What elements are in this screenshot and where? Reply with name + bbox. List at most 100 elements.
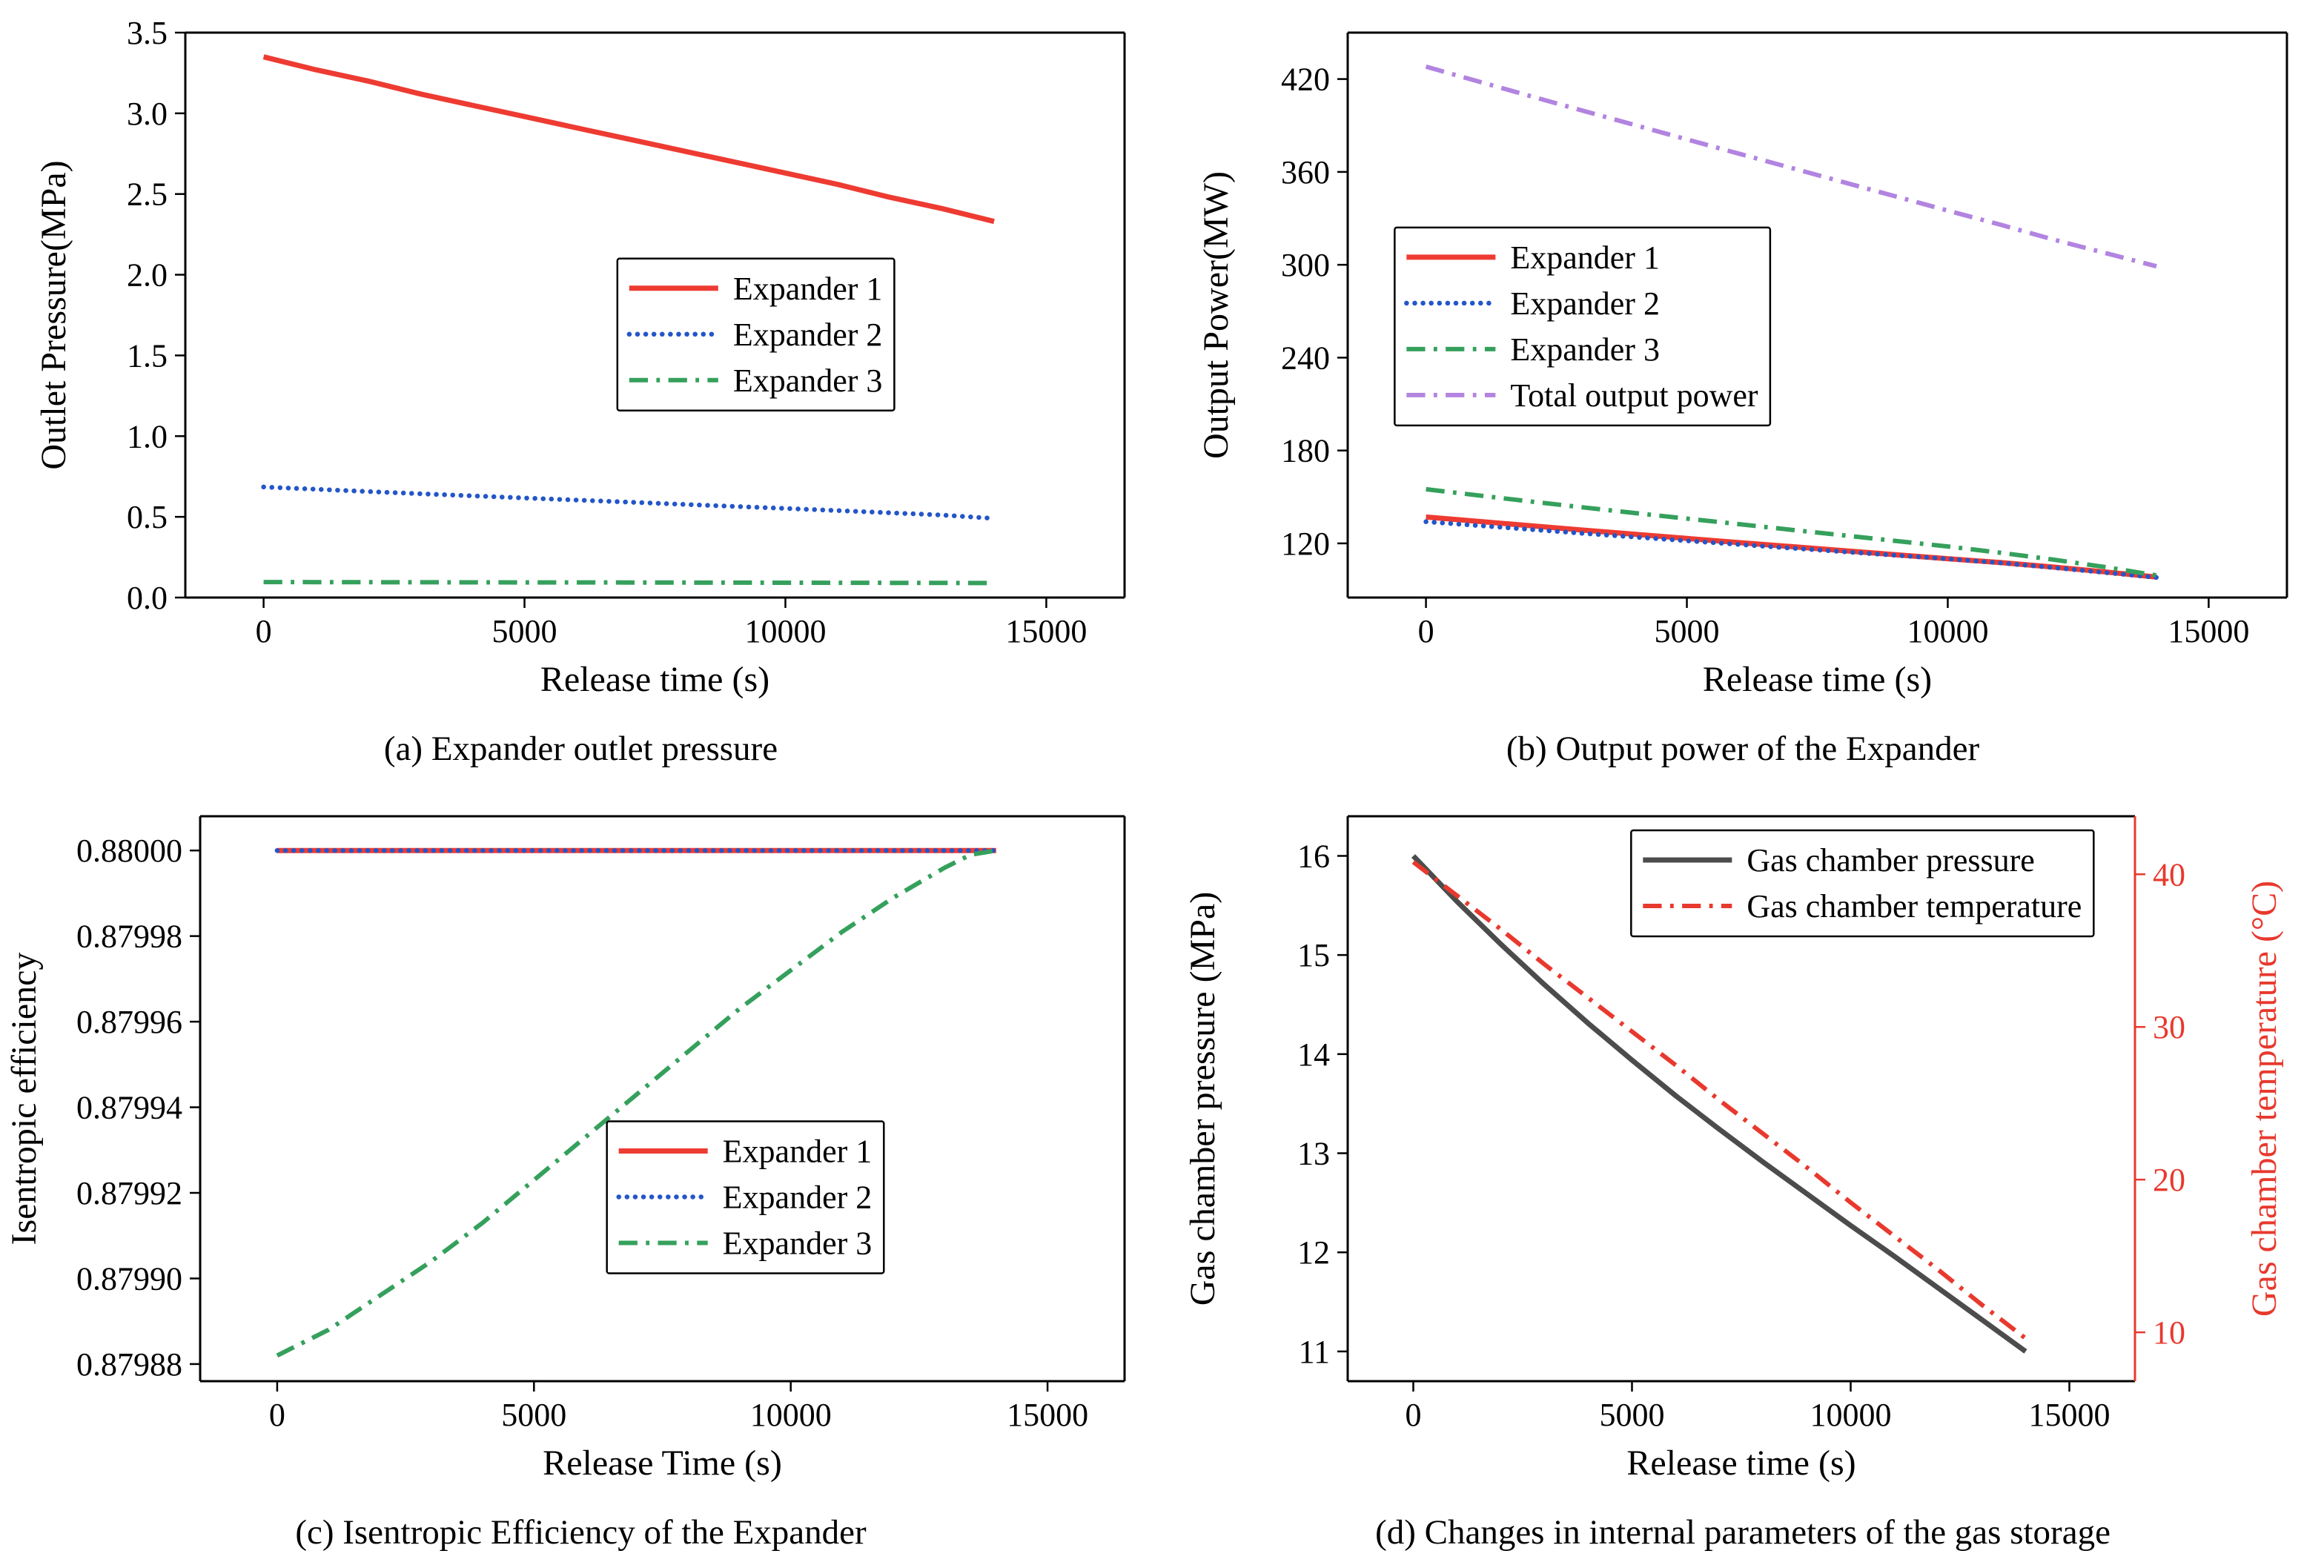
series-line-expander-3 bbox=[1425, 486, 2156, 578]
plot-area bbox=[261, 54, 997, 586]
y-tick-label: 0.87994 bbox=[76, 1090, 182, 1126]
x-tick-label: 15000 bbox=[1005, 613, 1087, 649]
y-tick-label: 0.87988 bbox=[76, 1346, 182, 1383]
y-tick-label: 1.5 bbox=[127, 337, 168, 374]
y-tick-label: 3.0 bbox=[127, 96, 168, 132]
x-axis-label: Release time (s) bbox=[1626, 1443, 1855, 1483]
series-line-gas-chamber-temperature bbox=[1411, 860, 2027, 1340]
x-tick-label: 10000 bbox=[744, 613, 826, 649]
caption-c: (c) Isentropic Efficiency of the Expande… bbox=[295, 1513, 867, 1552]
series-line-total-output-power bbox=[1425, 64, 2157, 269]
y-tick-label: 11 bbox=[1298, 1334, 1329, 1370]
x-axis-label: Release time (s) bbox=[540, 660, 769, 699]
subplot-d: 0 5000 10000 15000 11 12 13 14 15 16 10 20 30 40 Relea… bbox=[1162, 784, 2324, 1568]
y-axis-label: Gas chamber pressure (MPa) bbox=[1183, 892, 1222, 1306]
legend-label: Expander 1 bbox=[1510, 239, 1660, 276]
legend-label: Expander 1 bbox=[723, 1133, 873, 1169]
y-tick-label: 3.5 bbox=[127, 15, 168, 51]
legend-label: Total output power bbox=[1510, 377, 1758, 414]
series-line-expander-2 bbox=[261, 484, 997, 521]
y-tick-label: 0.87998 bbox=[76, 919, 182, 955]
legend: Expander 1 Expander 2 Expander 3 bbox=[616, 257, 895, 412]
chart-expander-outlet-pressure: 0 5000 10000 15000 0.0 0.5 1.0 1.5 2.0 2.5 3.0 3.5 R… bbox=[34, 15, 1126, 699]
legend-label: Gas chamber temperature bbox=[1747, 888, 2082, 924]
y-tick-label: 0.88000 bbox=[76, 833, 182, 869]
y-tick-label: 16 bbox=[1297, 838, 1330, 874]
y-tick-label: 0.0 bbox=[127, 580, 168, 616]
y-tick-label: 12 bbox=[1297, 1234, 1330, 1271]
legend-box bbox=[616, 257, 895, 412]
x-tick-label: 0 bbox=[269, 1397, 285, 1433]
caption-d: (d) Changes in internal parameters of th… bbox=[1375, 1513, 2111, 1552]
x-tick-label: 5000 bbox=[1654, 613, 1719, 649]
legend-box bbox=[1629, 829, 2095, 938]
y-tick-label: 2.0 bbox=[127, 257, 168, 294]
y-axis-label: Outlet Pressure(MPa) bbox=[34, 160, 73, 469]
x-tick-label: 5000 bbox=[501, 1397, 566, 1433]
series-line-expander-3 bbox=[276, 848, 997, 1358]
x-tick-label: 10000 bbox=[1810, 1397, 1891, 1433]
x-tick-label: 5000 bbox=[1599, 1397, 1664, 1433]
x-tick-label: 0 bbox=[1417, 613, 1434, 649]
y-tick-label: 1.0 bbox=[127, 418, 168, 454]
legend-label: Expander 1 bbox=[733, 271, 883, 307]
chart-isentropic-efficiency: 0 5000 10000 15000 0.87988 0.87990 0.87992 0.87… bbox=[4, 815, 1126, 1483]
legend: Expander 1 Expander 2 Expander 3 bbox=[606, 1120, 885, 1274]
y-tick-label: 300 bbox=[1281, 247, 1330, 283]
plot-area bbox=[274, 847, 999, 1358]
legend-label: Expander 2 bbox=[1510, 285, 1660, 322]
y-axis-label: Isentropic efficiency bbox=[4, 953, 44, 1246]
x-tick-label: 15000 bbox=[1007, 1397, 1088, 1433]
chart-gas-storage-parameters: 0 5000 10000 15000 11 12 13 14 15 16 10 20 30 40 Relea… bbox=[1183, 815, 2284, 1483]
legend: Expander 1 Expander 2 Expander 3 Total outp… bbox=[1393, 226, 1771, 427]
chart-expander-output-power: 0 5000 10000 15000 120 180 240 300 360 420 Release… bbox=[1196, 31, 2288, 699]
right-y-axis-label: Gas chamber temperature (°C) bbox=[2245, 881, 2284, 1317]
series-line-expander-1 bbox=[1425, 514, 2156, 580]
y-tick-label: 14 bbox=[1297, 1036, 1330, 1073]
right-y-tick-label: 40 bbox=[2153, 856, 2185, 893]
x-axis-label: Release Time (s) bbox=[543, 1443, 782, 1483]
series-line-gas-chamber-pressure bbox=[1411, 854, 2027, 1354]
plot-area bbox=[1423, 64, 2159, 580]
caption-a: (a) Expander outlet pressure bbox=[383, 730, 778, 768]
y-tick-label: 120 bbox=[1281, 526, 1330, 562]
subplot-b: 0 5000 10000 15000 120 180 240 300 360 420 Release… bbox=[1162, 0, 2324, 784]
x-tick-label: 10000 bbox=[1907, 613, 1988, 649]
x-tick-label: 5000 bbox=[492, 613, 557, 649]
subplot-c: 0 5000 10000 15000 0.87988 0.87990 0.87992 0.87… bbox=[0, 784, 1162, 1568]
y-tick-label: 15 bbox=[1297, 937, 1330, 973]
plot-area bbox=[1411, 854, 2027, 1354]
legend-label: Expander 2 bbox=[723, 1179, 873, 1215]
x-tick-label: 0 bbox=[256, 613, 272, 649]
legend-label: Expander 3 bbox=[1510, 331, 1660, 368]
y-tick-label: 240 bbox=[1281, 340, 1330, 376]
subplot-a: 0 5000 10000 15000 0.0 0.5 1.0 1.5 2.0 2.5 3.0 3.5 R… bbox=[0, 0, 1162, 784]
series-line-expander-2 bbox=[1423, 519, 2159, 580]
legend-label: Expander 3 bbox=[723, 1225, 873, 1261]
y-tick-label: 0.87992 bbox=[76, 1175, 182, 1211]
legend-label: Expander 3 bbox=[733, 363, 883, 399]
right-y-tick-label: 20 bbox=[2153, 1162, 2185, 1198]
y-tick-label: 420 bbox=[1281, 62, 1330, 98]
y-tick-label: 2.5 bbox=[127, 176, 168, 213]
right-y-tick-label: 30 bbox=[2153, 1009, 2185, 1045]
series-line-expander-3 bbox=[263, 580, 995, 586]
y-tick-label: 13 bbox=[1297, 1136, 1330, 1172]
legend: Gas chamber pressure Gas chamber temperat… bbox=[1629, 829, 2095, 938]
legend-label: Expander 2 bbox=[733, 317, 883, 353]
y-tick-label: 180 bbox=[1281, 433, 1330, 469]
caption-b: (b) Output power of the Expander bbox=[1506, 730, 1980, 768]
y-tick-label: 0.87990 bbox=[76, 1260, 182, 1297]
y-tick-label: 360 bbox=[1281, 154, 1330, 191]
right-y-tick-label: 10 bbox=[2153, 1314, 2185, 1351]
legend-label: Gas chamber pressure bbox=[1747, 842, 2035, 879]
series-line-expander-1 bbox=[262, 54, 995, 225]
y-tick-label: 0.87996 bbox=[76, 1004, 182, 1040]
y-axis-label: Output Power(MW) bbox=[1196, 171, 1236, 459]
legend-box bbox=[606, 1120, 885, 1274]
legend-box bbox=[1393, 226, 1771, 427]
x-tick-label: 15000 bbox=[2028, 1397, 2110, 1433]
x-axis-label: Release time (s) bbox=[1702, 660, 1931, 699]
x-tick-label: 10000 bbox=[750, 1397, 832, 1433]
